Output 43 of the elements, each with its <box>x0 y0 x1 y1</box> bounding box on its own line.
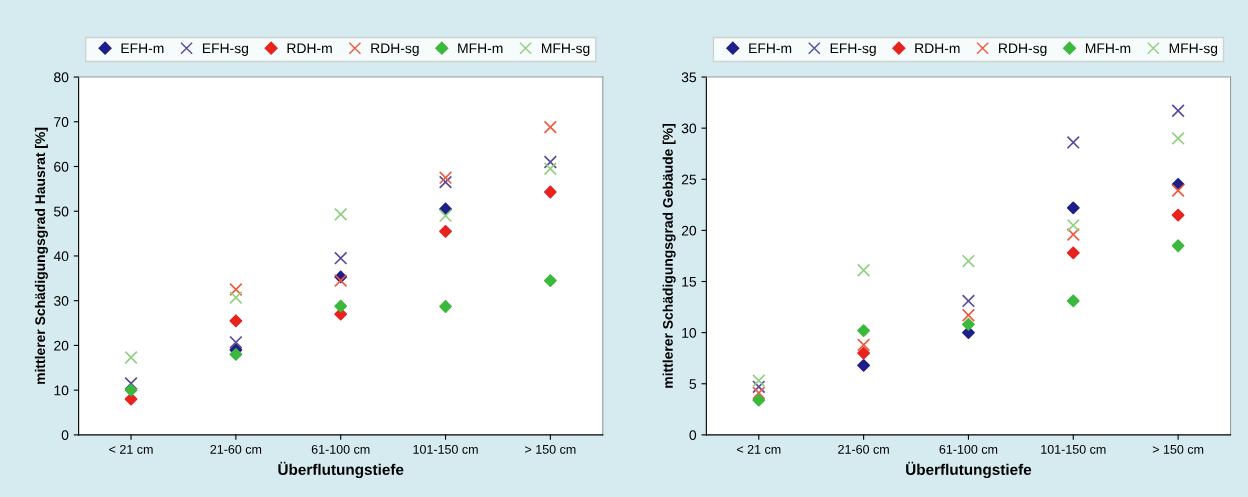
y-tick-label: 0 <box>689 430 697 441</box>
x-tick-label: 101-150 cm <box>413 444 478 454</box>
legend-label: EFH-sg <box>830 43 876 56</box>
legend-label: RDH-sg <box>999 43 1047 56</box>
x-tick-label: > 150 cm <box>1152 444 1204 454</box>
legend-label: EFH-m <box>121 43 164 54</box>
legend-label: MFH-sg <box>1169 43 1218 56</box>
x-tick-label: 101-150 cm <box>1041 444 1106 454</box>
y-axis-title: mittlerer Schädigungsgrad Hausrat [%] <box>34 127 48 384</box>
x-tick-label: < 21 cm <box>109 444 153 454</box>
y-tick-label: 25 <box>681 174 697 185</box>
y-tick-label: 30 <box>53 296 69 306</box>
y-tick-label: 10 <box>54 385 69 396</box>
legend-label: RDH-m <box>287 43 332 54</box>
legend-label: EFH-m <box>749 43 792 54</box>
x-tick-label: > 150 cm <box>525 444 576 454</box>
y-tick-label: 15 <box>682 276 697 287</box>
y-tick-label: 30 <box>681 123 697 134</box>
y-tick-label: 80 <box>54 72 69 83</box>
y-axis-title: mittlerer Schädigungsgrad Gebäude [%] <box>662 123 676 388</box>
x-tick-label: 61-100 cm <box>939 444 998 454</box>
legend-label: RDH-m <box>915 43 960 54</box>
x-axis-title: Überflutungstiefe <box>278 461 404 479</box>
y-tick-label: 10 <box>682 327 697 338</box>
x-tick-label: < 21 cm <box>737 444 781 454</box>
y-tick-label: 50 <box>54 206 69 217</box>
legend-label: MFH-sg <box>541 43 590 56</box>
legend-label: EFH-sg <box>202 43 248 56</box>
x-tick-label: 21-60 cm <box>210 444 262 454</box>
legend-label: RDH-sg <box>371 43 419 56</box>
x-axis-title: Überflutungstiefe <box>906 461 1032 479</box>
x-tick-label: 61-100 cm <box>311 444 370 454</box>
y-tick-label: 40 <box>53 251 69 262</box>
y-tick-label: 70 <box>54 117 69 127</box>
y-tick-label: 20 <box>54 340 69 351</box>
x-tick-label: 21-60 cm <box>838 444 889 454</box>
legend-label: MFH-m <box>458 43 503 54</box>
y-tick-label: 5 <box>689 379 697 389</box>
legend-label: MFH-m <box>1085 43 1131 54</box>
y-tick-label: 20 <box>681 225 697 236</box>
y-tick-label: 35 <box>681 72 697 83</box>
y-tick-label: 60 <box>54 161 69 172</box>
y-tick-label: 0 <box>61 430 69 441</box>
